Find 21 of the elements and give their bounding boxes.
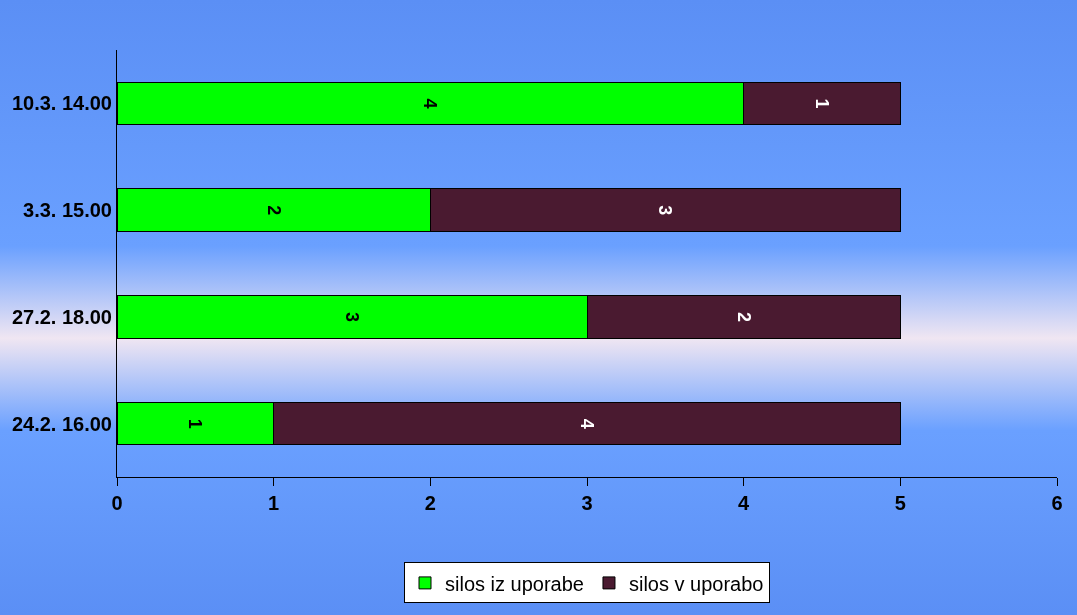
y-tick-label: 24.2. 16.00 (11, 412, 112, 435)
x-tick-label: 6 (1051, 492, 1063, 514)
data-label: 1 (185, 418, 206, 429)
y-tick-label: 3.3. 15.00 (23, 199, 112, 222)
legend-label: silos iz uporabe (445, 572, 584, 595)
x-tick-label: 2 (424, 492, 436, 514)
x-tick-label: 4 (738, 492, 751, 514)
x-tick-label: 1 (268, 492, 280, 514)
data-label: 4 (577, 418, 597, 429)
x-tick-label: 5 (894, 492, 906, 514)
y-tick-label: 10.3. 14.00 (11, 92, 112, 115)
x-tick-label: 0 (111, 492, 123, 514)
data-label: 3 (655, 205, 676, 216)
data-label: 2 (733, 311, 754, 322)
data-label: 1 (812, 98, 832, 109)
x-tick-label: 3 (581, 492, 593, 514)
data-label: 3 (342, 311, 362, 322)
data-label: 4 (420, 98, 441, 109)
legend-label: silos v uporabo (628, 572, 764, 595)
y-tick-label: 27.2. 18.00 (11, 305, 112, 328)
data-label: 2 (263, 205, 284, 216)
